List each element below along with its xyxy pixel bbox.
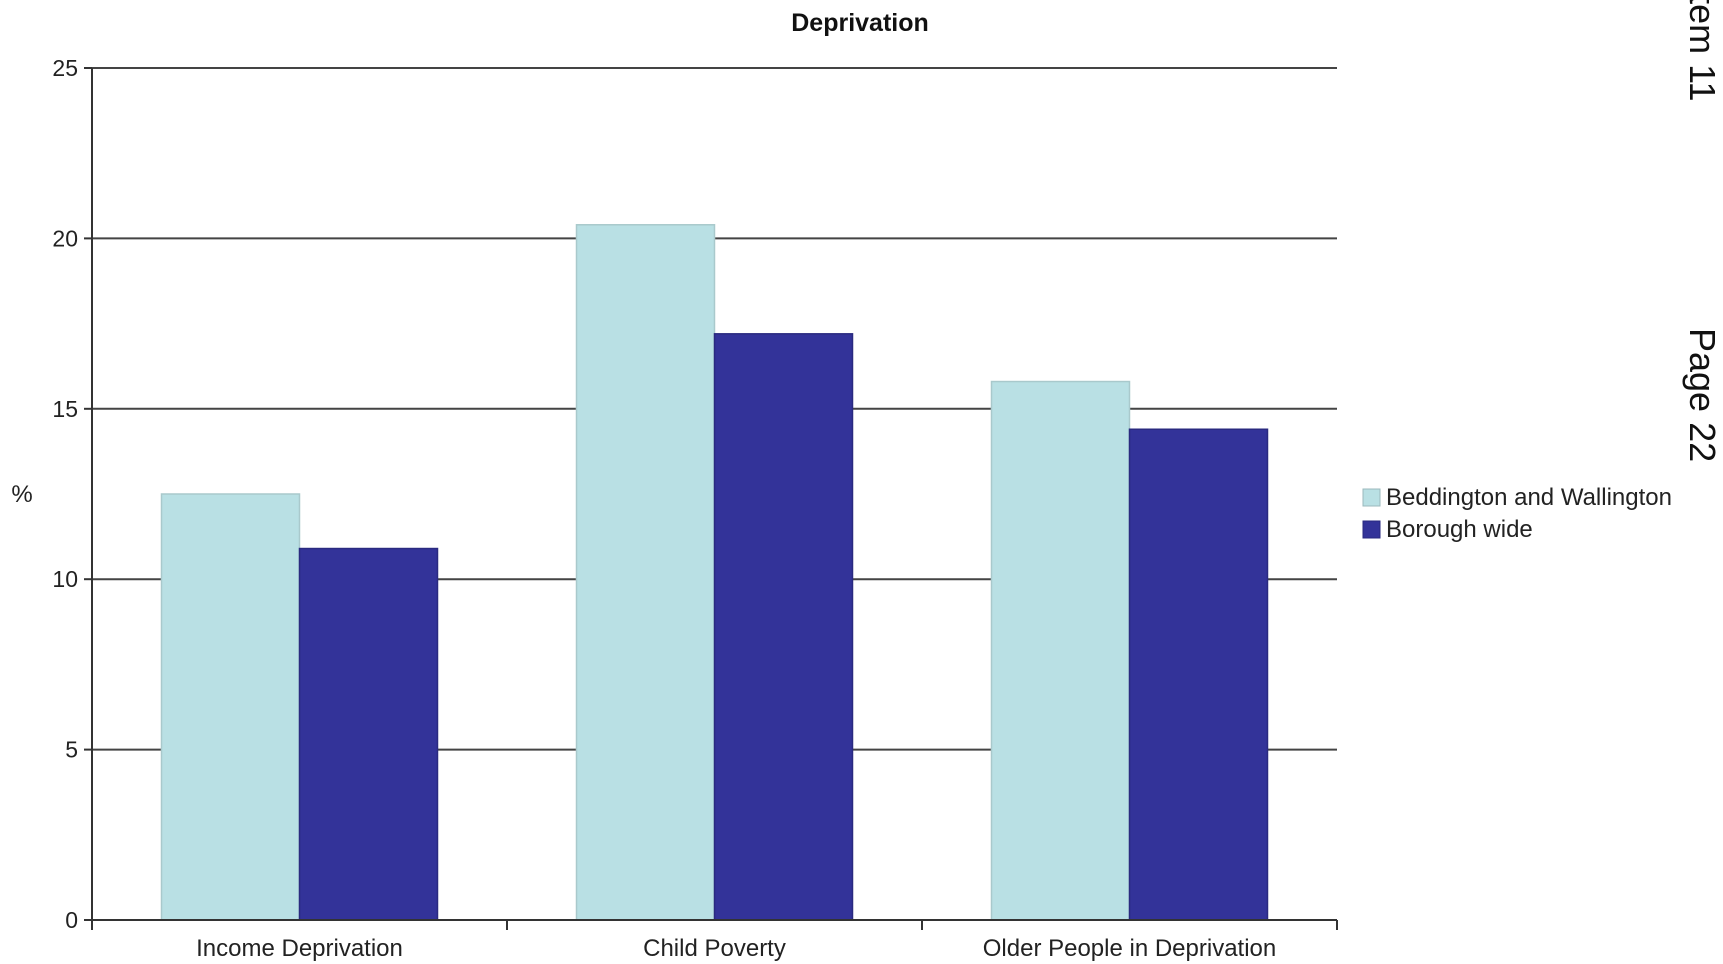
bar-borough-wide	[298, 547, 439, 921]
bar-beddington-wallington	[575, 224, 716, 921]
y-tick-label: 25	[52, 55, 78, 81]
agenda-item-side-text: Agenda Item 11	[1682, 0, 1723, 102]
y-tick-label: 20	[52, 225, 78, 251]
legend-swatch	[1362, 488, 1381, 507]
page-number-side-text: Page 22	[1682, 328, 1723, 462]
legend-swatch	[1362, 520, 1381, 539]
bar-borough-wide	[1128, 428, 1269, 921]
y-ticks: 0 5 10 15 20 25	[52, 55, 92, 933]
bar-beddington-wallington	[160, 493, 301, 921]
chart-title: Deprivation	[791, 9, 929, 37]
x-category-labels: Income Deprivation Child Poverty Older Peo…	[91, 920, 1338, 962]
y-tick-label: 15	[52, 396, 78, 422]
bar-borough-wide	[713, 333, 854, 921]
legend: Beddington and Wallington Borough wide	[1362, 484, 1672, 543]
y-tick-label: 5	[65, 737, 78, 763]
bars	[160, 224, 1269, 921]
legend-label: Borough wide	[1386, 516, 1533, 543]
bar-beddington-wallington	[990, 380, 1131, 921]
y-axis-label: %	[11, 481, 32, 508]
axes	[91, 68, 1337, 921]
y-tick-label: 10	[52, 566, 78, 592]
y-tick-label: 0	[65, 907, 78, 933]
x-category-label: Older People in Deprivation	[983, 935, 1277, 962]
legend-label: Beddington and Wallington	[1386, 484, 1672, 511]
x-category-label: Child Poverty	[643, 935, 786, 962]
x-category-label: Income Deprivation	[196, 935, 403, 962]
